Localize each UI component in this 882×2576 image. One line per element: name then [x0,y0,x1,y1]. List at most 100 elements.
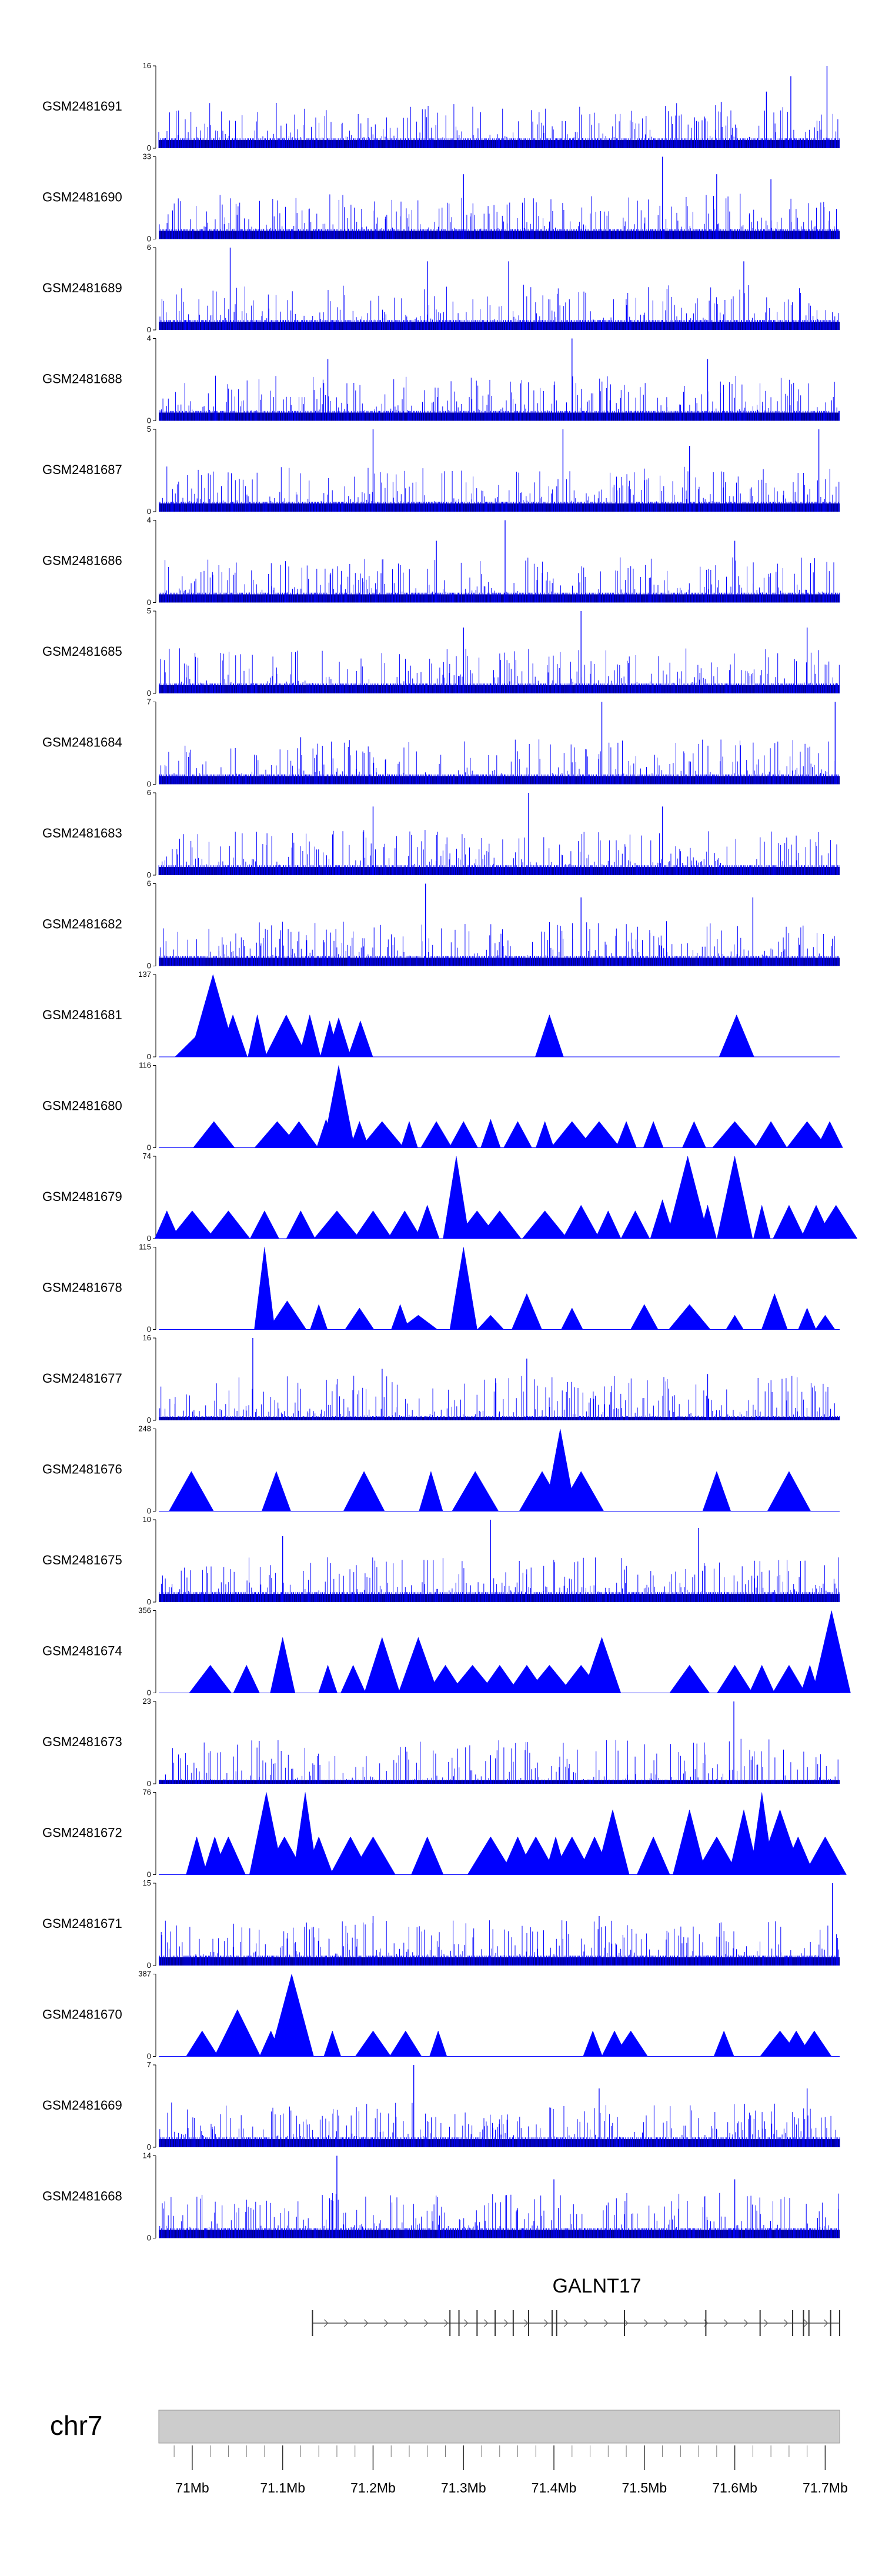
peak-mark [480,1119,501,1148]
track-label: GSM2481672 [42,1825,122,1840]
y-tick-label-zero: 0 [147,962,151,970]
track-label: GSM2481675 [42,1553,122,1567]
y-tick-label-max: 137 [138,970,151,979]
peak-mark [630,1304,659,1330]
peak-mark [389,2030,422,2057]
gene-label: GALNT17 [553,2275,642,2297]
peak-mark [420,1121,453,1148]
track-GSM2481680: GSM2481680 116 0 [42,1061,843,1152]
axis-tick-label: 71Mb [175,2480,209,2495]
peak-mark [596,1809,630,1875]
axis-tick-label: 71.3Mb [441,2480,486,2495]
track-data [159,1520,840,1602]
track-label: GSM2481691 [42,99,122,114]
y-tick-label-zero: 0 [147,2143,151,2151]
y-tick-label-max: 74 [143,1152,151,1160]
track-data [158,793,840,875]
y-tick-label-zero: 0 [147,2052,151,2061]
peak-mark [711,1121,758,1148]
peak-mark [429,2030,447,2057]
track-GSM2481678: GSM2481678 115 0 [42,1243,840,1334]
peak-mark [562,1204,600,1239]
peak-mark [345,1307,375,1330]
coverage-bars [159,557,840,603]
peak-mark [452,1471,499,1511]
y-tick-label-zero: 0 [147,235,151,243]
track-label: GSM2481686 [42,553,122,568]
strand-arrow [584,2319,589,2327]
axis-tick-label: 71.7Mb [803,2480,848,2495]
strand-arrow [564,2319,569,2327]
track-GSM2481687: GSM2481687 5 0 [42,425,840,516]
coverage-bars [159,1920,839,1966]
track-GSM2481688: GSM2481688 4 0 [42,334,840,425]
track-label: GSM2481689 [42,281,122,295]
track-data [159,1701,840,1784]
track-label: GSM2481685 [42,644,122,659]
track-GSM2481679: GSM2481679 74 0 [42,1152,858,1243]
strand-arrow [504,2319,509,2327]
strand-arrow [664,2319,669,2327]
y-tick-label-max: 33 [143,152,151,161]
peak-mark [169,1210,215,1239]
track-GSM2481689: GSM2481689 6 0 [42,243,840,334]
strand-arrow [804,2319,808,2327]
strand-arrow [424,2319,429,2327]
peak-mark [348,1020,373,1057]
y-tick-label-max: 6 [147,243,151,252]
track-GSM2481691: GSM2481691 16 0 [42,61,840,152]
y-tick-label-max: 7 [147,2060,151,2069]
y-tick-label-max: 115 [139,1243,151,1252]
y-tick-label-max: 7 [147,698,151,706]
track-label: GSM2481684 [42,735,122,749]
coverage-bars [159,1376,840,1420]
track-label: GSM2481673 [42,1734,122,1749]
y-tick-label-max: 5 [147,425,151,433]
track-label: GSM2481668 [42,2188,122,2203]
strand-arrow [364,2319,369,2327]
track-label: GSM2481679 [42,1189,122,1204]
peak-mark [812,1610,851,1693]
peak-mark [249,1210,280,1239]
coverage-bars [159,921,839,966]
coverage-bars [159,2193,839,2238]
peak-mark [313,1210,360,1239]
peak-mark [582,1637,622,1693]
y-tick-label-zero: 0 [147,1416,151,1424]
y-tick-label-max: 15 [143,1878,151,1887]
coverage-bars [159,739,839,785]
track-GSM2481669: GSM2481669 7 0 [42,2060,840,2151]
peak-mark [206,1210,250,1239]
strand-arrow [524,2319,529,2327]
y-tick-label-zero: 0 [147,780,151,789]
data-tracks: GSM2481691160GSM2481690330GSM248168960GS… [42,61,858,2243]
coverage-band [159,412,840,421]
peak-mark [702,1471,731,1511]
peak-mark [364,1637,400,1693]
y-tick-label-max: 10 [143,1515,151,1524]
strand-arrow [764,2319,769,2327]
track-GSM2481672: GSM2481672 76 0 [42,1788,847,1879]
track-GSM2481675: GSM2481675 10 0 [42,1515,840,1606]
peak-mark [298,1014,321,1057]
track-label: GSM2481680 [42,1098,122,1113]
track-data [159,883,840,966]
coverage-band [159,1594,840,1602]
peak-mark [398,1637,439,1693]
coverage-bars [159,466,840,512]
peak-mark [419,1470,443,1511]
y-tick-label-max: 356 [138,1606,151,1615]
track-data [159,2065,840,2147]
gene-track: GALNT17 [312,2275,840,2336]
peak-mark [192,1121,235,1148]
peak-mark [803,1836,847,1875]
peak-mark [717,1664,753,1693]
y-tick-label-zero: 0 [147,1597,151,1606]
strand-arrow [604,2319,609,2327]
track-GSM2481686: GSM2481686 4 0 [42,516,840,607]
coverage-bars [159,1557,840,1602]
y-tick-label-zero: 0 [147,1961,151,1970]
peak-mark [186,2030,219,2057]
y-tick-label-zero: 0 [147,1507,151,1516]
strand-arrow [744,2319,749,2327]
